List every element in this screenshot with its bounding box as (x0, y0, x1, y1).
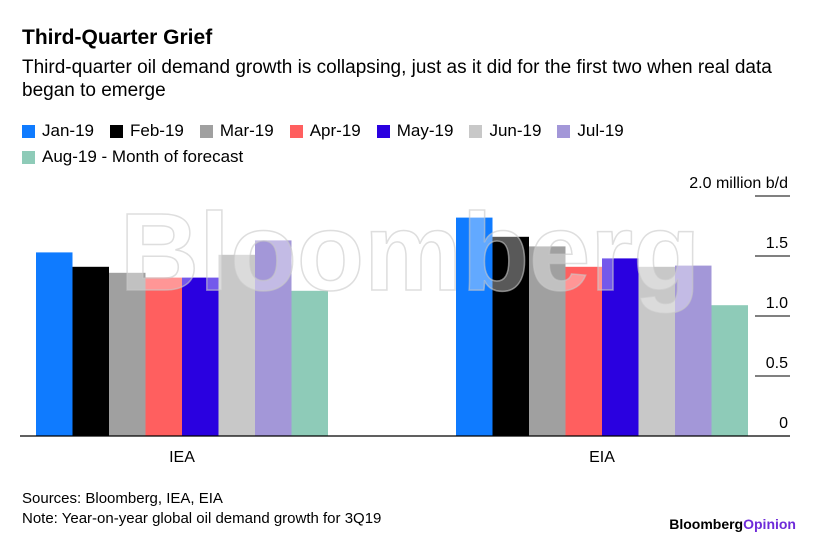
bar-iea-jul-19 (255, 240, 292, 436)
y-tick-label: 0 (779, 415, 788, 432)
footnote: Note: Year-on-year global oil demand gro… (22, 510, 382, 527)
bar-iea-feb-19 (72, 266, 109, 436)
chart-subtitle: Third-quarter oil demand growth is colla… (22, 57, 772, 101)
bar-eia-jan-19 (456, 217, 493, 436)
legend-label: Aug-19 - Month of forecast (42, 147, 244, 166)
legend-item: Aug-19 - Month of forecast (22, 147, 243, 167)
chart-title: Third-Quarter Grief (22, 26, 213, 49)
legend-label: Apr-19 (309, 121, 361, 140)
legend-item: Jan-19 (22, 121, 94, 141)
x-tick-label: EIA (589, 449, 615, 466)
bar-eia-jul-19 (675, 265, 712, 436)
bar-eia-mar-19 (529, 246, 566, 436)
legend-swatch (289, 124, 303, 138)
legend-item: Jul-19 (557, 121, 624, 141)
bar-iea-may-19 (182, 277, 219, 436)
brand-logo: BloombergOpinion (669, 516, 796, 532)
legend-label: Jul-19 (577, 121, 624, 140)
bar-eia-feb-19 (492, 236, 529, 436)
y-tick-label: 1.0 (766, 295, 788, 312)
legend-swatch (469, 124, 483, 138)
bar-eia-jun-19 (638, 266, 675, 436)
legend-item: Feb-19 (109, 121, 184, 141)
bar-eia-apr-19 (565, 266, 602, 436)
legend-swatch (199, 124, 213, 138)
bar-iea-aug-19 (291, 290, 328, 436)
legend-item: May-19 (376, 121, 454, 141)
bar-eia-aug-19 (711, 305, 748, 436)
y-tick-label: 2.0 million b/d (689, 175, 788, 192)
bar-iea-apr-19 (145, 277, 182, 436)
legend-swatch (22, 124, 35, 138)
legend-swatch (109, 124, 123, 138)
legend: Jan-19 Feb-19 Mar-19 Apr-19 May-19 Jun-19 Jul-… (22, 121, 722, 167)
watermark: Bloomberg (120, 191, 701, 314)
legend-item: Jun-19 (469, 121, 541, 141)
bar-iea-jun-19 (218, 254, 255, 436)
legend-label: Feb-19 (129, 121, 184, 140)
bar-iea-mar-19 (109, 272, 146, 436)
source-note: Sources: Bloomberg, IEA, EIA (22, 490, 223, 507)
legend-item: Apr-19 (289, 121, 361, 141)
legend-item: Mar-19 (199, 121, 274, 141)
legend-swatch (22, 150, 35, 164)
legend-label: Mar-19 (219, 121, 274, 140)
legend-swatch (376, 124, 390, 138)
y-tick-label: 0.5 (766, 355, 788, 372)
y-tick-label: 1.5 (766, 235, 788, 252)
bar-eia-may-19 (602, 258, 639, 436)
legend-label: Jun-19 (489, 121, 542, 140)
legend-swatch (557, 124, 571, 138)
legend-label: Jan-19 (42, 121, 94, 140)
x-tick-label: IEA (169, 449, 195, 466)
bar-iea-jan-19 (36, 252, 73, 436)
legend-label: May-19 (396, 121, 454, 140)
